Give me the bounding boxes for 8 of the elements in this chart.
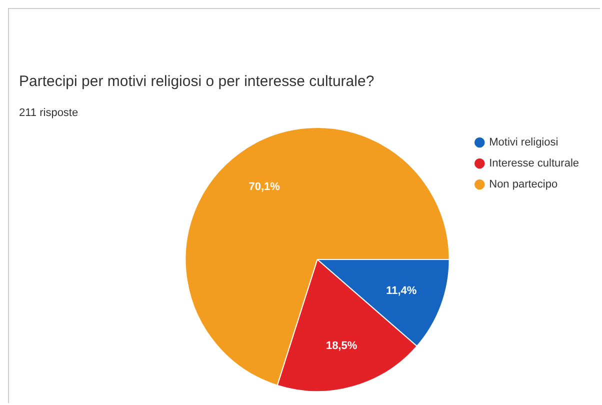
legend-label: Interesse culturale xyxy=(489,158,580,170)
data-label: 70,1% xyxy=(248,181,280,194)
legend-label: Motivi religiosi xyxy=(489,136,558,149)
data-label: 18,5% xyxy=(326,340,358,352)
data-label: 11,4% xyxy=(386,284,417,297)
legend-label: Non partecipo xyxy=(489,178,558,191)
text: 211 risposte xyxy=(19,107,78,119)
chart-title: Partecipi per motivi religiosi o per interesse culturale? xyxy=(19,73,374,90)
